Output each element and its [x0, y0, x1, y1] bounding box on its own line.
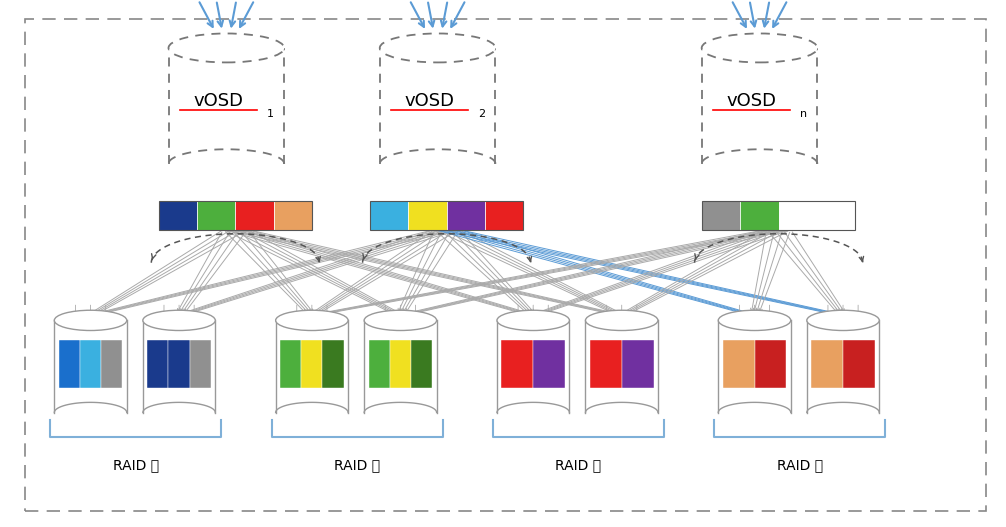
Text: vOSD: vOSD	[193, 92, 243, 110]
Bar	[622, 340, 654, 388]
Bar	[168, 340, 190, 388]
Ellipse shape	[168, 34, 284, 62]
Bar	[190, 340, 211, 388]
Bar	[533, 340, 565, 388]
Text: RAID 组: RAID 组	[777, 458, 823, 472]
Bar	[274, 201, 312, 230]
Bar	[159, 201, 312, 230]
Bar	[301, 340, 323, 388]
Bar	[585, 320, 658, 413]
Text: n: n	[800, 109, 808, 119]
Bar	[143, 320, 215, 413]
Bar	[169, 48, 285, 164]
Ellipse shape	[379, 34, 495, 62]
Ellipse shape	[807, 310, 879, 330]
Bar	[58, 340, 79, 388]
Ellipse shape	[364, 310, 437, 330]
Bar	[370, 201, 523, 230]
Bar	[197, 201, 235, 230]
Bar	[79, 340, 102, 388]
Bar	[54, 320, 127, 413]
Ellipse shape	[497, 310, 569, 330]
Bar	[485, 201, 523, 230]
Text: 2: 2	[478, 109, 486, 119]
Bar	[323, 340, 344, 388]
Bar	[817, 201, 855, 230]
Bar	[740, 201, 779, 230]
Ellipse shape	[54, 310, 127, 330]
Bar	[702, 201, 740, 230]
Bar	[102, 340, 123, 388]
Bar	[807, 320, 879, 413]
Bar	[501, 340, 533, 388]
Bar	[702, 48, 817, 164]
Bar	[276, 320, 348, 413]
Bar	[843, 340, 875, 388]
Bar	[364, 320, 437, 413]
Ellipse shape	[701, 34, 817, 62]
Bar	[411, 340, 433, 388]
Ellipse shape	[276, 310, 348, 330]
Bar	[280, 340, 301, 388]
Bar	[718, 320, 791, 413]
Bar	[779, 201, 817, 230]
Text: RAID 组: RAID 组	[555, 458, 602, 472]
Ellipse shape	[143, 310, 215, 330]
Text: vOSD: vOSD	[404, 92, 455, 110]
Text: RAID 组: RAID 组	[113, 458, 159, 472]
Bar	[590, 340, 622, 388]
Bar	[389, 340, 411, 388]
Bar	[368, 340, 389, 388]
Bar	[147, 340, 168, 388]
Ellipse shape	[718, 310, 791, 330]
Bar	[370, 201, 408, 230]
Bar	[754, 340, 787, 388]
Bar	[811, 340, 843, 388]
Text: RAID 组: RAID 组	[334, 458, 380, 472]
Ellipse shape	[585, 310, 658, 330]
Text: vOSD: vOSD	[726, 92, 777, 110]
Bar	[408, 201, 447, 230]
Bar	[722, 340, 754, 388]
Bar	[379, 48, 495, 164]
Bar	[702, 201, 855, 230]
Bar	[447, 201, 485, 230]
Bar	[159, 201, 197, 230]
Text: 1: 1	[268, 109, 274, 119]
Bar	[235, 201, 274, 230]
Bar	[497, 320, 569, 413]
